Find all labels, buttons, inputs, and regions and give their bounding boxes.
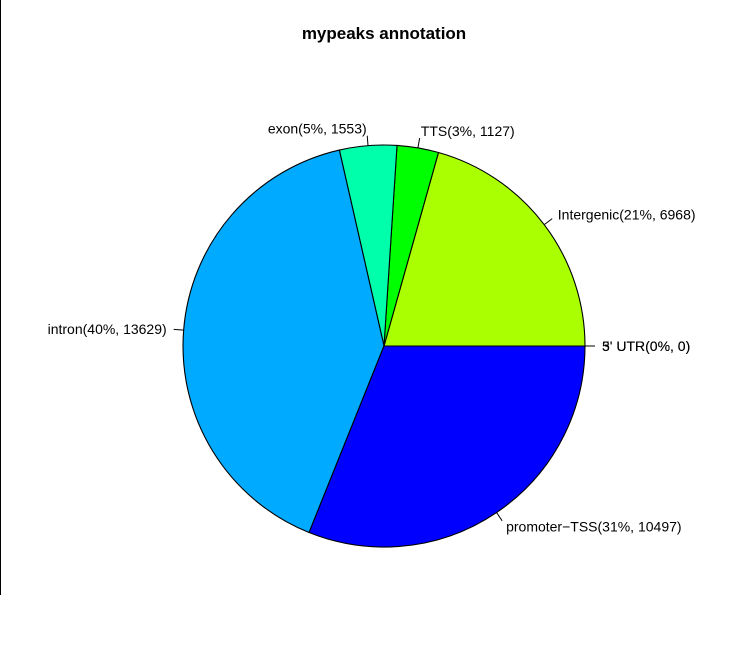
- label-tick-tts: [417, 137, 421, 148]
- slice-label-3-utr: 3' UTR(0%, 0): [602, 338, 690, 354]
- chart-title: mypeaks annotation: [302, 24, 466, 43]
- pie-slice-intergenic: [383, 151, 586, 347]
- slice-label-exon: exon(5%, 1553): [268, 121, 367, 137]
- slice-label-promoter-tss: promoter−TSS(31%, 10497): [506, 519, 681, 535]
- label-tick-promoter-tss: [496, 512, 503, 522]
- label-tick-exon: [366, 135, 369, 146]
- slice-label-tts: TTS(3%, 1127): [421, 123, 515, 139]
- pie-slice-promoter-tss: [308, 345, 586, 548]
- plot-frame: [0, 0, 1, 595]
- slice-label-intergenic: Intergenic(21%, 6968): [558, 206, 696, 222]
- pie-slices: [182, 144, 586, 548]
- slice-label-5-utr: 5' UTR(0%, 0): [602, 338, 690, 354]
- label-tick-intergenic: [543, 218, 553, 226]
- pie-slice-intron: [182, 149, 385, 534]
- slice-label-intron: intron(40%, 13629): [48, 321, 167, 337]
- pie-labels: 5' UTR(0%, 0)3' UTR(0%, 0) Intergenic(21%…: [48, 121, 696, 535]
- label-tick-intron: [173, 328, 184, 331]
